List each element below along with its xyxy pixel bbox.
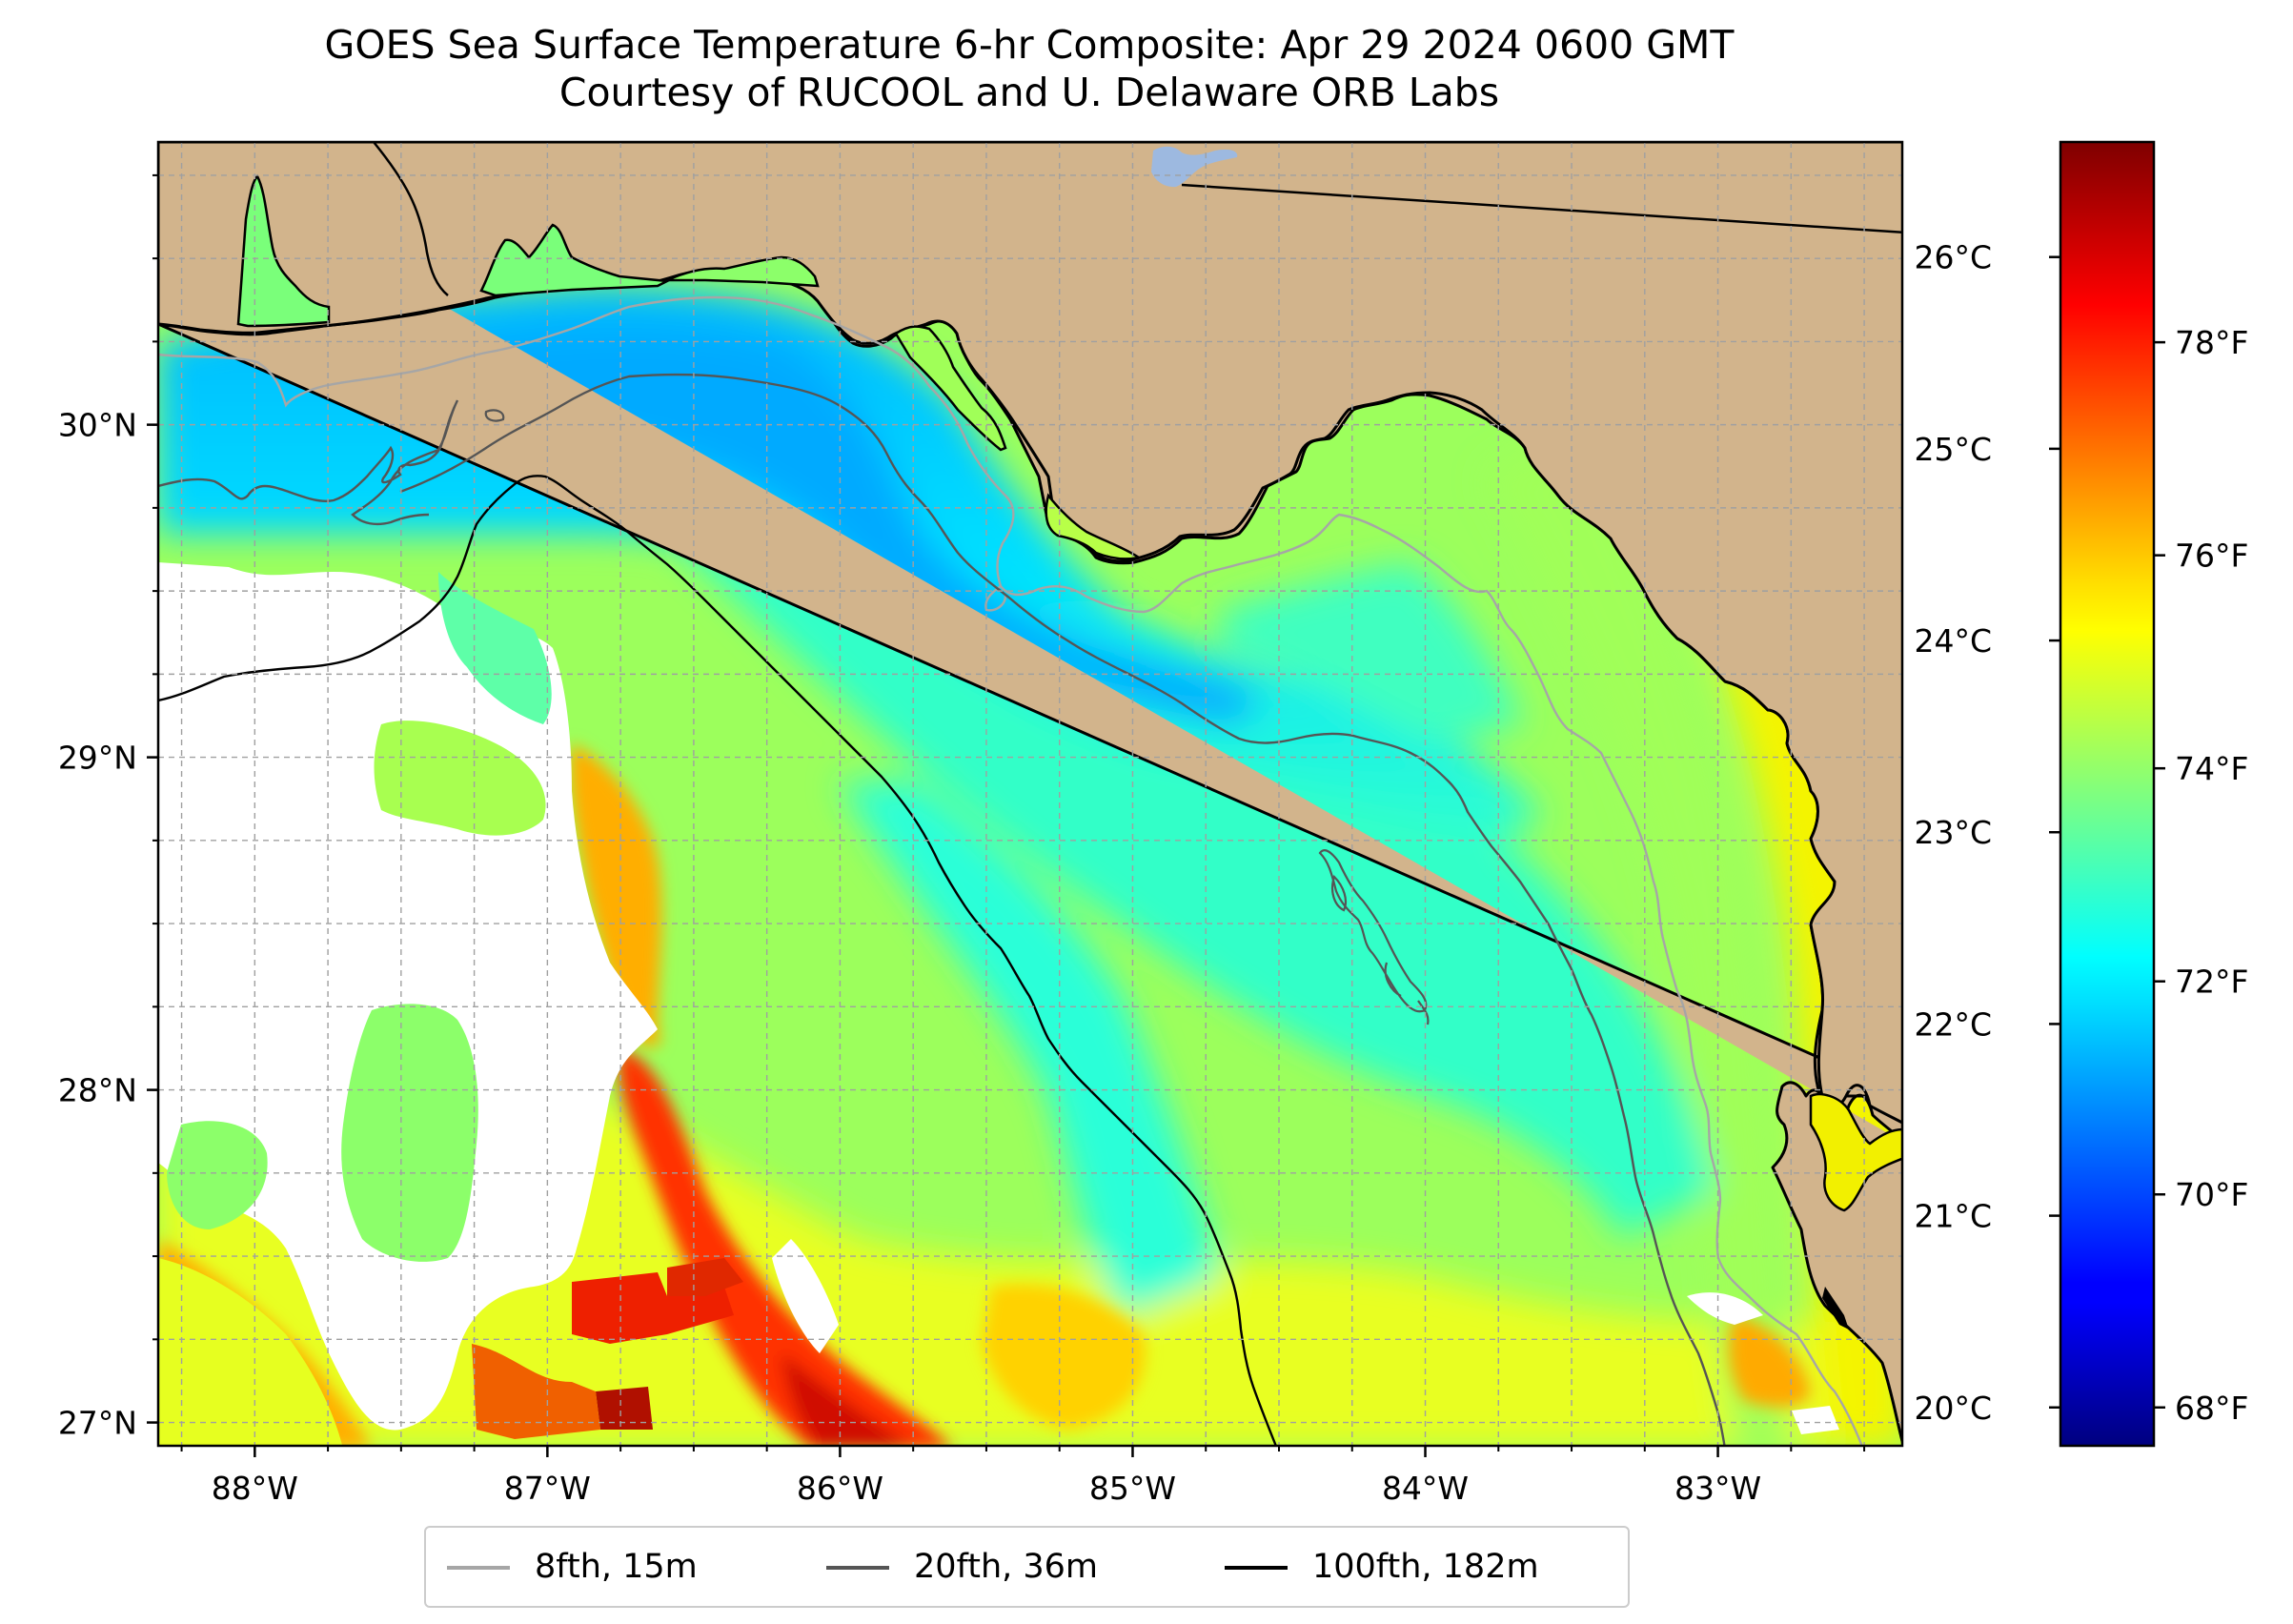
sst-island-5 bbox=[158, 1258, 343, 1446]
sst-red-cluster-2 bbox=[667, 1258, 743, 1296]
colorbar-axes: 20°C 21°C 22°C 23°C 24°C 25°C 26°C 68°F 70°F 72°F… bbox=[1914, 239, 2248, 1427]
colorbar-label-f: 76°F bbox=[2175, 538, 2248, 575]
isobath-8fth bbox=[158, 295, 1864, 1446]
colorbar bbox=[2059, 140, 2156, 1448]
legend-label-8fth: 8fth, 15m bbox=[535, 1548, 698, 1586]
isobath-legend: 8fth, 15m 20fth, 36m 100fth, 182m bbox=[424, 1526, 1630, 1608]
isobath-20fth-small bbox=[484, 409, 505, 422]
lat-label: 27°N bbox=[58, 1405, 137, 1442]
sst-cool-south bbox=[839, 782, 1220, 1315]
sst-orange-blob bbox=[472, 1344, 600, 1439]
lon-label: 86°W bbox=[797, 1470, 883, 1507]
no-data-se bbox=[1687, 1292, 1763, 1325]
no-data-se-2 bbox=[1792, 1406, 1839, 1434]
colorbar-label-f: 78°F bbox=[2175, 324, 2248, 361]
colorbar-label-c: 20°C bbox=[1914, 1390, 1992, 1427]
lon-label: 85°W bbox=[1089, 1470, 1176, 1507]
legend-label-20fth: 20fth, 36m bbox=[914, 1548, 1099, 1586]
colorbar-label-c: 26°C bbox=[1914, 239, 1992, 276]
isobath-20fth-islands bbox=[1318, 849, 1430, 1025]
isobath-100fth bbox=[158, 475, 1278, 1446]
lake-seminole bbox=[1151, 146, 1238, 188]
sst-green-islands bbox=[158, 572, 552, 1446]
colorbar-label-c: 22°C bbox=[1914, 1005, 1992, 1043]
sst-st-andrews-bay bbox=[894, 325, 1007, 452]
sst-island-3 bbox=[167, 1121, 268, 1229]
sst-island-1 bbox=[341, 1004, 478, 1262]
map-area bbox=[158, 142, 1902, 1446]
gridlines bbox=[158, 142, 1902, 1446]
colorbar-label-f: 72°F bbox=[2175, 964, 2248, 1001]
colorbar-label-c: 23°C bbox=[1914, 814, 1992, 851]
sst-shelf-east bbox=[1220, 562, 1525, 743]
colorbar-label-c: 25°C bbox=[1914, 431, 1992, 468]
map-frame bbox=[156, 140, 1904, 1448]
no-data-south-center bbox=[772, 1239, 839, 1353]
legend-swatch-8fth bbox=[447, 1566, 510, 1570]
colorbar-label-f: 74°F bbox=[2175, 750, 2248, 787]
sst-cool-tongue bbox=[667, 515, 1715, 1239]
state-border bbox=[1181, 183, 1902, 233]
lat-label: 30°N bbox=[58, 407, 137, 444]
sst-pensacola-bay bbox=[479, 223, 672, 297]
colorbar-label-f: 68°F bbox=[2175, 1390, 2248, 1427]
sst-mobile-bay bbox=[236, 173, 331, 328]
legend-swatch-20fth bbox=[826, 1566, 889, 1570]
sst-island-4 bbox=[438, 572, 552, 724]
lon-label: 84°W bbox=[1382, 1470, 1469, 1507]
sst-apalachicola-bay bbox=[1045, 493, 1143, 560]
sst-darkred-blob bbox=[596, 1387, 653, 1430]
lat-label: 28°N bbox=[58, 1072, 137, 1109]
title-line-2: Courtesy of RUCOOL and U. Delaware ORB L… bbox=[558, 70, 1500, 115]
lon-label: 87°W bbox=[504, 1470, 591, 1507]
sst-charlotte-harbor-island bbox=[1822, 1287, 1849, 1330]
lon-label: 88°W bbox=[212, 1470, 298, 1507]
colorbar-label-c: 24°C bbox=[1914, 622, 1992, 660]
lat-label: 29°N bbox=[58, 740, 137, 777]
colorbar-label-f: 70°F bbox=[2175, 1176, 2248, 1213]
sst-tampa-bay bbox=[1809, 1092, 1902, 1212]
legend-label-100fth: 100fth, 182m bbox=[1312, 1548, 1539, 1586]
isobath-20fth bbox=[158, 373, 1726, 1446]
legend-swatch-100fth bbox=[1225, 1566, 1288, 1570]
sst-orange-mid bbox=[982, 1284, 1146, 1430]
sst-orange-west bbox=[570, 743, 662, 1047]
lon-label: 83°W bbox=[1674, 1470, 1761, 1507]
title-line-1: GOES Sea Surface Temperature 6-hr Compos… bbox=[324, 22, 1735, 68]
chart-title: GOES Sea Surface Temperature 6-hr Compos… bbox=[157, 21, 1901, 116]
state-border-west bbox=[373, 142, 449, 296]
sst-island-2 bbox=[374, 721, 546, 836]
sst-orange-se bbox=[1728, 1315, 1811, 1408]
map-axes: 88°W 87°W 86°W 85°W 84°W 83°W 27°N 28°N 29°N 30°N bbox=[58, 173, 1866, 1507]
isobath-8fth-west-loop bbox=[984, 585, 1007, 612]
colorbar-label-c: 21°C bbox=[1914, 1198, 1992, 1235]
sst-green-east bbox=[1487, 419, 1792, 1446]
sst-red-cluster bbox=[572, 1272, 734, 1344]
